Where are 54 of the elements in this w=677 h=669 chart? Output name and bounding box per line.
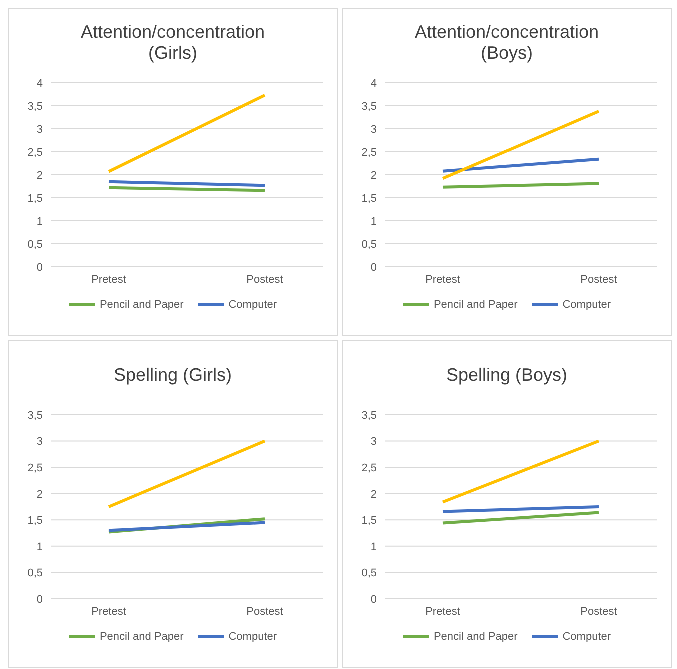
- y-tick-label: 1: [36, 216, 43, 228]
- chart-title: Attention/concentration (Girls): [80, 22, 266, 64]
- y-tick-label: 0: [370, 262, 377, 274]
- y-tick-label: 0: [370, 594, 377, 606]
- legend-label: Pencil and Paper: [434, 299, 518, 311]
- y-tick-label: 0,5: [28, 568, 43, 580]
- y-tick-label: 2: [36, 170, 43, 182]
- y-tick-label: 1,5: [28, 515, 43, 528]
- y-tick-label: 1,5: [28, 192, 43, 205]
- x-tick-label: Postest: [580, 606, 618, 618]
- legend-label: Pencil and Paper: [100, 631, 184, 643]
- y-tick-label: 0,5: [362, 568, 377, 580]
- x-tick-label: Pretest: [92, 606, 126, 618]
- legend-label: Computer: [228, 631, 278, 643]
- legend-label: Computer: [562, 631, 612, 643]
- y-tick-label: 3: [370, 124, 377, 136]
- y-tick-label: 3,5: [362, 410, 377, 422]
- y-tick-label: 2,5: [28, 146, 43, 159]
- y-tick-label: 3,5: [362, 100, 377, 113]
- x-tick-label: Postest: [246, 274, 284, 286]
- y-tick-label: 4: [370, 78, 377, 90]
- y-tick-label: 2: [370, 488, 377, 501]
- legend-label: Computer: [562, 299, 612, 311]
- x-tick-label: Postest: [580, 274, 618, 286]
- y-tick-label: 0,5: [28, 238, 43, 251]
- y-tick-label: 4: [36, 78, 43, 90]
- y-tick-label: 1: [36, 541, 43, 554]
- y-tick-label: 2: [370, 170, 377, 182]
- x-tick-label: Pretest: [426, 274, 460, 286]
- y-tick-label: 2,5: [362, 462, 377, 474]
- y-tick-label: 2: [36, 488, 43, 501]
- y-tick-label: 1,5: [362, 192, 377, 205]
- y-tick-label: 0: [36, 262, 43, 274]
- y-tick-label: 1: [370, 541, 377, 554]
- y-tick-label: 1: [370, 216, 377, 228]
- chart-title: Spelling (Boys): [445, 364, 569, 386]
- y-tick-label: 2,5: [362, 146, 377, 159]
- x-tick-label: Pretest: [426, 606, 460, 618]
- chart-title: Spelling (Girls): [112, 364, 234, 386]
- legend-label: Computer: [228, 299, 278, 311]
- y-tick-label: 3: [36, 436, 43, 448]
- y-tick-label: 0,5: [362, 238, 377, 251]
- y-tick-label: 3: [36, 124, 43, 136]
- y-tick-label: 2,5: [28, 462, 43, 474]
- y-tick-label: 3,5: [28, 100, 43, 113]
- x-tick-label: Pretest: [92, 274, 126, 286]
- y-tick-label: 3: [370, 436, 377, 448]
- x-tick-label: Postest: [246, 606, 284, 618]
- legend-label: Pencil and Paper: [100, 299, 184, 311]
- chart-title: Attention/concentration (Boys): [414, 22, 600, 64]
- legend-label: Pencil and Paper: [434, 631, 518, 643]
- y-tick-label: 1,5: [362, 515, 377, 528]
- y-tick-label: 0: [36, 594, 43, 606]
- y-tick-label: 3,5: [28, 410, 43, 422]
